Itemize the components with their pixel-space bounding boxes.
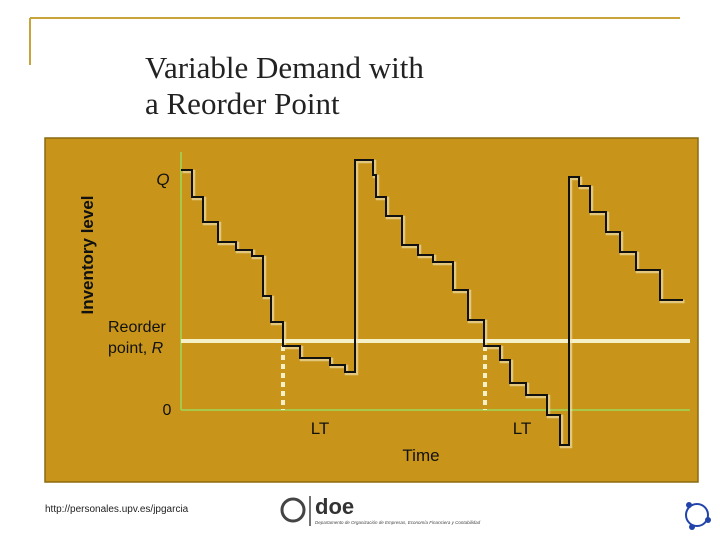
lead-time-label: LT	[513, 419, 532, 438]
y-axis-label: Inventory level	[78, 195, 97, 314]
diagram: Inventory level Q Reorder point, R 0 LT …	[44, 137, 699, 483]
footer-url: http://personales.upv.es/jpgarcia	[45, 504, 189, 515]
reorder-label: point, R	[108, 340, 164, 357]
zero-label: 0	[163, 402, 172, 419]
corner-dot	[689, 524, 695, 530]
reorder-symbol: R	[152, 340, 164, 357]
diagram-panel	[44, 137, 699, 483]
corner-dot	[686, 502, 692, 508]
q-label: Q	[156, 170, 169, 189]
logo-text: doe	[315, 494, 354, 519]
x-axis-label: Time	[402, 446, 439, 465]
corner-icon	[685, 502, 711, 530]
lead-time-label: LT	[311, 419, 330, 438]
corner-circle	[685, 503, 709, 527]
title-line: Variable Demand with	[145, 50, 424, 85]
footer-logo: doe Departamento de Organización de Empr…	[280, 494, 481, 526]
logo-icon	[280, 497, 306, 523]
inventory-line	[181, 159, 683, 446]
department: Departamento de Organización de Empresas…	[315, 520, 481, 525]
reorder-label: point,	[108, 340, 147, 357]
title-line: a Reorder Point	[145, 86, 340, 121]
corner-dot	[705, 517, 711, 523]
reorder-label: Reorder	[108, 319, 166, 336]
